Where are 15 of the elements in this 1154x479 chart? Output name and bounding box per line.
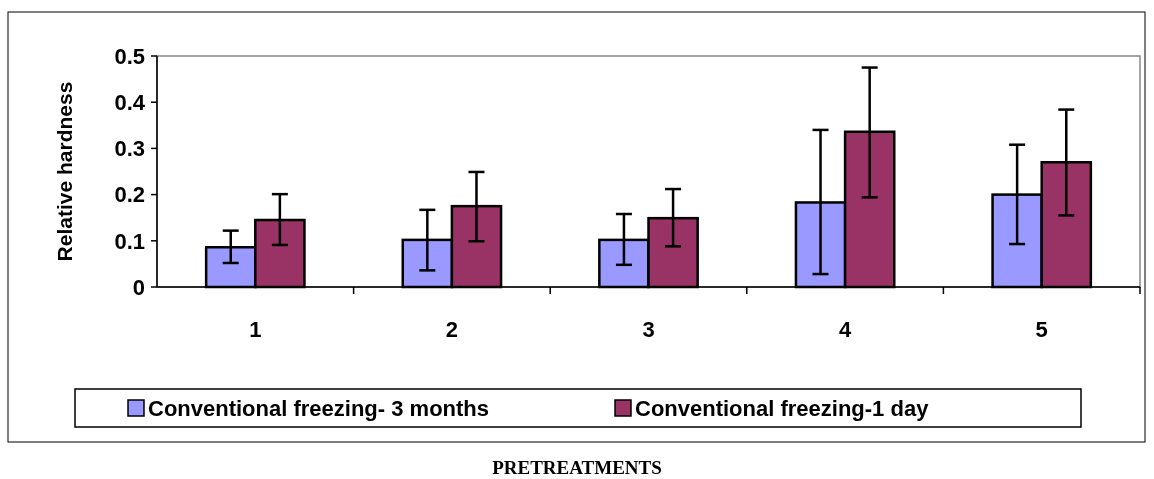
x-tick-label: 4 — [838, 317, 852, 342]
text: PRETREATMENTS — [492, 457, 662, 478]
y-tick-label: 0.1 — [114, 228, 145, 254]
x-tick-label: 3 — [642, 317, 655, 342]
y-tick-label: 0.5 — [114, 43, 145, 69]
y-tick-label: 0.3 — [114, 136, 145, 162]
y-tick-label: 0.4 — [114, 89, 146, 115]
y-axis-title: Relative hardness — [53, 81, 76, 262]
legend-label: Conventional freezing-1 day — [635, 395, 930, 421]
legend-label: Conventional freezing- 3 months — [148, 395, 490, 421]
x-tick-label: 5 — [1035, 317, 1048, 342]
x-tick-label: 1 — [249, 317, 262, 342]
y-tick-label: 0 — [132, 274, 145, 300]
x-tick-label: 2 — [445, 317, 459, 342]
y-tick-label: 0.2 — [114, 182, 145, 208]
